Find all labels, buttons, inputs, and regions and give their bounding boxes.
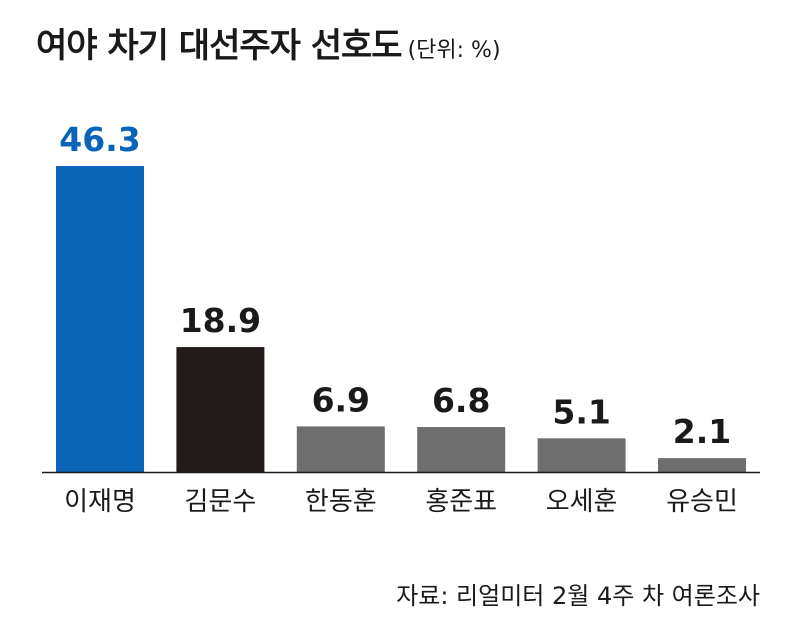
bar-5 [537, 438, 626, 472]
bar-1 [56, 166, 144, 472]
unit-note: (단위: %) [407, 38, 501, 63]
category-label-1: 이재명 [64, 487, 136, 517]
value-label-2: 18.9 [180, 301, 261, 340]
bar-4 [417, 427, 506, 472]
title-row: 여야 차기 대선주자 선호도 (단위: %) [36, 18, 501, 67]
value-label-3: 6.9 [312, 380, 370, 419]
value-label-6: 2.1 [673, 412, 731, 451]
category-label-3: 한동훈 [305, 487, 377, 517]
bar-2 [176, 347, 265, 472]
category-label-5: 오세훈 [546, 487, 618, 517]
value-label-1: 46.3 [59, 120, 140, 159]
bar-3 [296, 426, 385, 472]
source-note: 자료: 리얼미터 2월 4주 차 여론조사 [396, 582, 760, 610]
bar-6 [658, 458, 746, 472]
value-label-5: 5.1 [552, 392, 610, 431]
category-label-6: 유승민 [666, 487, 738, 517]
category-label-4: 홍준표 [425, 487, 497, 517]
chart-title: 여야 차기 대선주자 선호도 [36, 26, 403, 66]
category-label-2: 김문수 [185, 487, 257, 517]
value-label-4: 6.8 [432, 381, 490, 420]
